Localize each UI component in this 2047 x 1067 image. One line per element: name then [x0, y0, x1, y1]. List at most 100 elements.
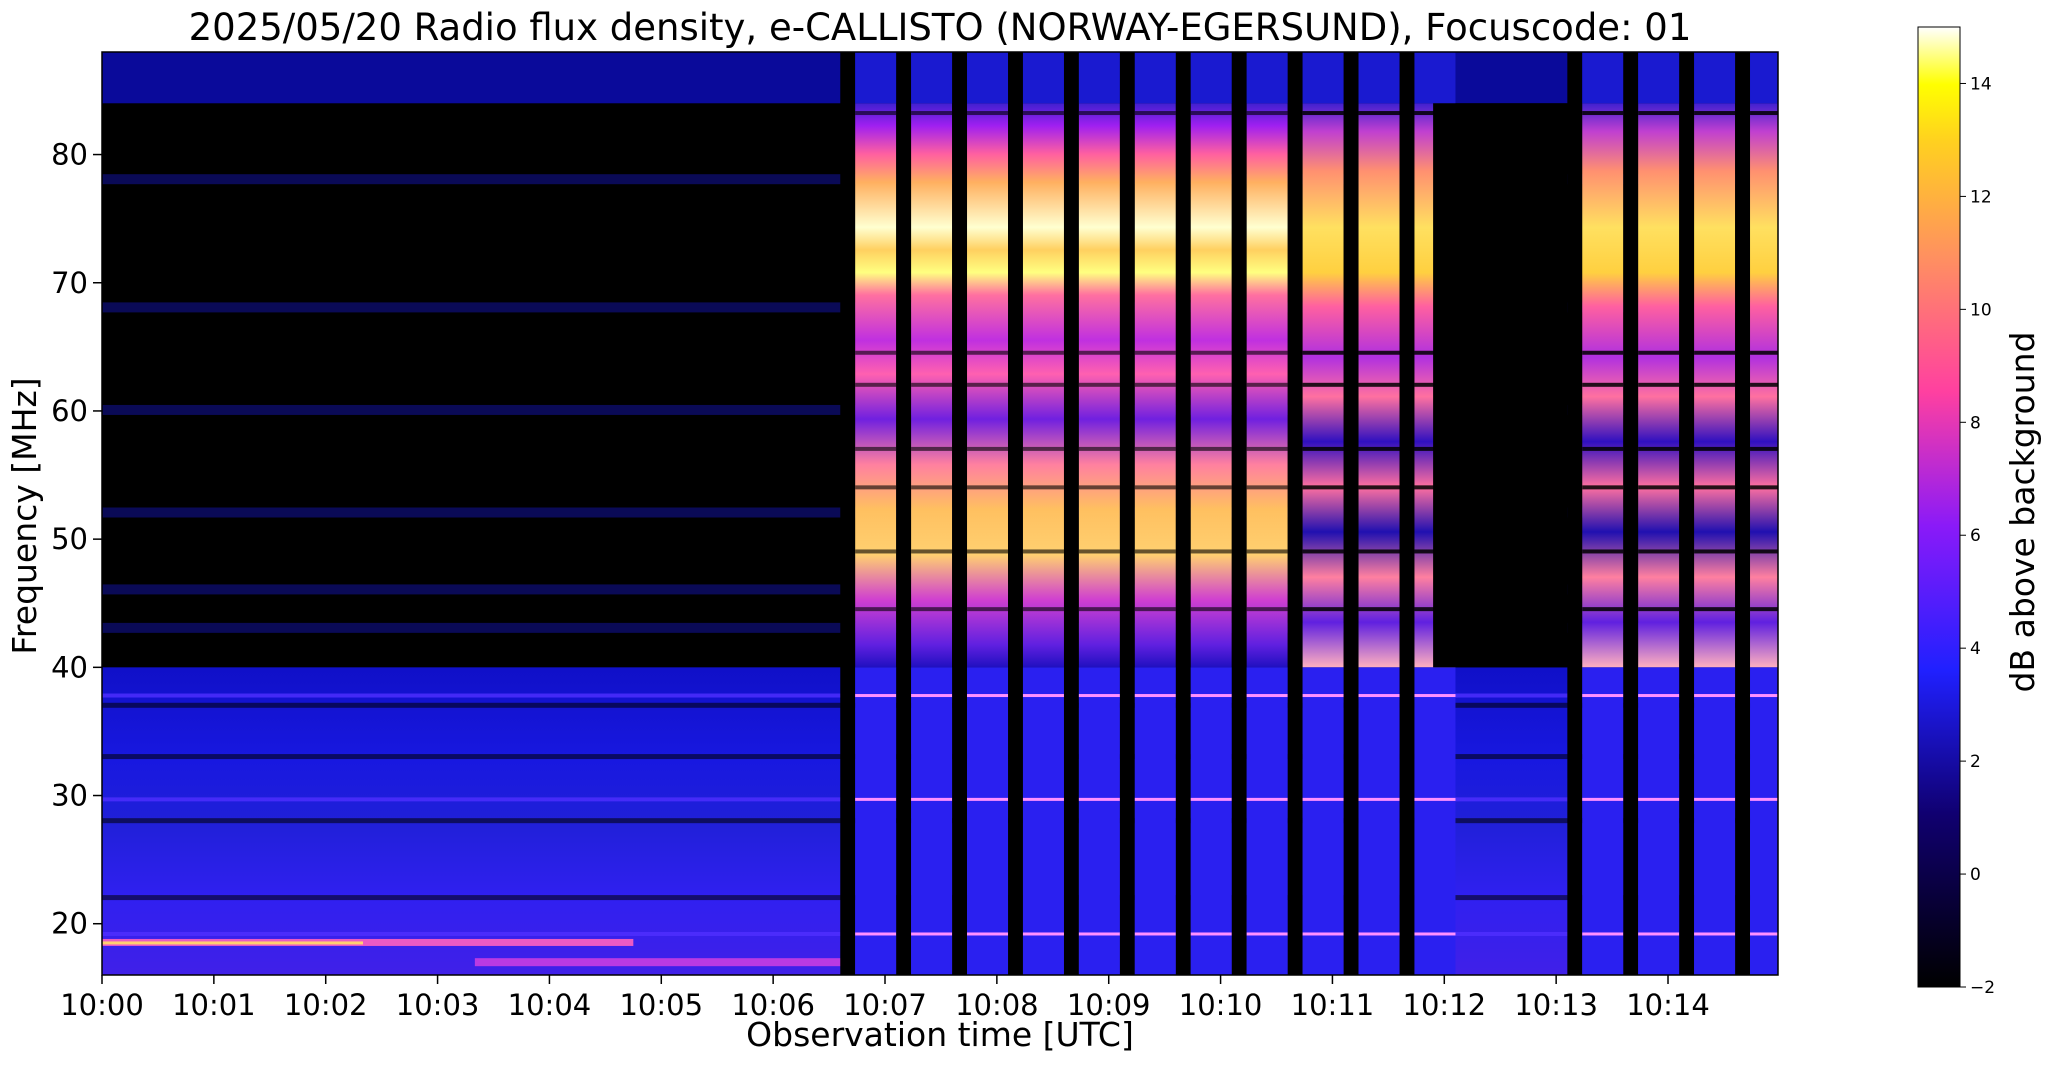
burst-dark-line	[1302, 607, 1344, 612]
burst-low-band	[1638, 667, 1680, 975]
burst-bright-line	[1022, 797, 1064, 801]
rfi-line-core	[102, 941, 364, 945]
burst-dark-line	[1078, 549, 1120, 554]
burst-bright-line	[1078, 932, 1120, 936]
burst-dark-line	[1302, 446, 1344, 451]
burst-gap	[1175, 52, 1191, 975]
burst-gap	[1063, 52, 1079, 975]
x-tick-label: 10:12	[1403, 988, 1487, 1022]
colorbar-ticks: −2 0 2 4 6 8 10 12 14	[1960, 74, 1995, 998]
burst-dark-line	[1190, 111, 1232, 116]
burst-cap	[855, 52, 897, 104]
burst-dark-line	[911, 382, 953, 387]
quiet-interval	[1433, 103, 1568, 668]
burst-cap	[1078, 52, 1120, 104]
burst-dark-line	[1582, 382, 1624, 387]
burst-dark-line	[1750, 350, 1778, 355]
burst-bright-line	[1358, 932, 1400, 936]
burst-dark-line	[855, 111, 897, 116]
x-tick-label: 10:03	[396, 988, 480, 1022]
burst-dark-line	[1078, 607, 1120, 612]
burst-bright-line	[967, 797, 1009, 801]
burst-dark-line	[855, 382, 897, 387]
colorbar-tick-label: 6	[1970, 526, 1981, 546]
burst-dark-line	[1302, 549, 1344, 554]
burst-gap	[1231, 52, 1247, 975]
colorbar-gradient	[1917, 26, 1961, 988]
x-tick-label: 10:04	[508, 988, 592, 1022]
burst-bright-line	[1246, 694, 1288, 698]
burst-dark-line	[1750, 446, 1778, 451]
burst-dark-line	[1358, 607, 1400, 612]
colorbar-label: dB above background	[2003, 332, 2042, 693]
burst-dark-line	[1134, 382, 1176, 387]
y-axis-label: Frequency [MHz]	[5, 377, 44, 654]
burst-bright-line	[911, 932, 953, 936]
burst-dark-line	[1694, 111, 1736, 116]
burst-bright-line	[1582, 797, 1624, 801]
burst-dark-line	[1302, 111, 1344, 116]
burst-gap	[1567, 52, 1583, 975]
x-axis: 10:00 10:01 10:02 10:03 10:04 10:05 10:06 10:07…	[60, 975, 1710, 1022]
burst-dark-line	[1582, 485, 1624, 490]
burst-dark-line	[1358, 485, 1400, 490]
burst-bright-line	[1750, 797, 1778, 801]
y-tick-label: 70	[51, 266, 88, 300]
burst-dark-line	[1694, 485, 1736, 490]
burst-dark-line	[1582, 549, 1624, 554]
burst-dark-line	[1358, 549, 1400, 554]
burst-gap	[1679, 52, 1695, 975]
burst-cap	[967, 52, 1009, 104]
burst-low-band	[1246, 667, 1288, 975]
burst-dark-line	[1078, 350, 1120, 355]
burst-dark-line	[1750, 485, 1778, 490]
x-tick-label: 10:14	[1626, 988, 1710, 1022]
burst-low-band	[1022, 667, 1064, 975]
colorbar-tick-label: 4	[1970, 639, 1981, 659]
burst-dark-line	[1078, 446, 1120, 451]
burst-bright-line	[855, 694, 897, 698]
burst-dark-line	[911, 549, 953, 554]
x-axis-label: Observation time [UTC]	[746, 1015, 1134, 1054]
burst-dark-line	[1078, 485, 1120, 490]
burst-dark-line	[1638, 382, 1680, 387]
burst-dark-line	[1694, 607, 1736, 612]
burst-bright-line	[1358, 797, 1400, 801]
burst-bright-line	[1022, 932, 1064, 936]
burst-dark-line	[1134, 111, 1176, 116]
burst-gap	[896, 52, 912, 975]
burst-bright-line	[967, 932, 1009, 936]
burst-gap	[1119, 52, 1135, 975]
burst-layer	[840, 52, 1778, 975]
burst-dark-line	[855, 446, 897, 451]
burst-dark-line	[855, 485, 897, 490]
burst-dark-line	[1190, 485, 1232, 490]
colorbar-tick-label: 8	[1970, 413, 1981, 433]
burst-low-band	[1302, 667, 1344, 975]
burst-gap	[1399, 52, 1415, 975]
burst-gap	[1623, 52, 1639, 975]
burst-bright-line	[1302, 932, 1344, 936]
x-tick-label: 10:11	[1291, 988, 1375, 1022]
burst-gap	[1343, 52, 1359, 975]
burst-dark-line	[1302, 485, 1344, 490]
burst-cap	[1414, 52, 1456, 104]
rfi-line	[102, 938, 634, 946]
plot-frame	[101, 51, 1779, 976]
burst-dark-line	[1638, 607, 1680, 612]
burst-dark-line	[967, 350, 1009, 355]
burst-dark-line	[967, 607, 1009, 612]
burst-dark-line	[855, 350, 897, 355]
burst-bright-line	[1022, 694, 1064, 698]
burst-bright-line	[855, 932, 897, 936]
burst-dark-line	[1246, 111, 1288, 116]
burst-dark-line	[1638, 111, 1680, 116]
burst-dark-line	[1246, 446, 1288, 451]
burst-dark-line	[911, 485, 953, 490]
burst-dark-line	[1302, 350, 1344, 355]
burst-dark-line	[1022, 350, 1064, 355]
burst-cap	[1358, 52, 1400, 104]
burst-dark-line	[855, 607, 897, 612]
x-tick-label: 10:08	[955, 988, 1039, 1022]
burst-dark-line	[1638, 485, 1680, 490]
